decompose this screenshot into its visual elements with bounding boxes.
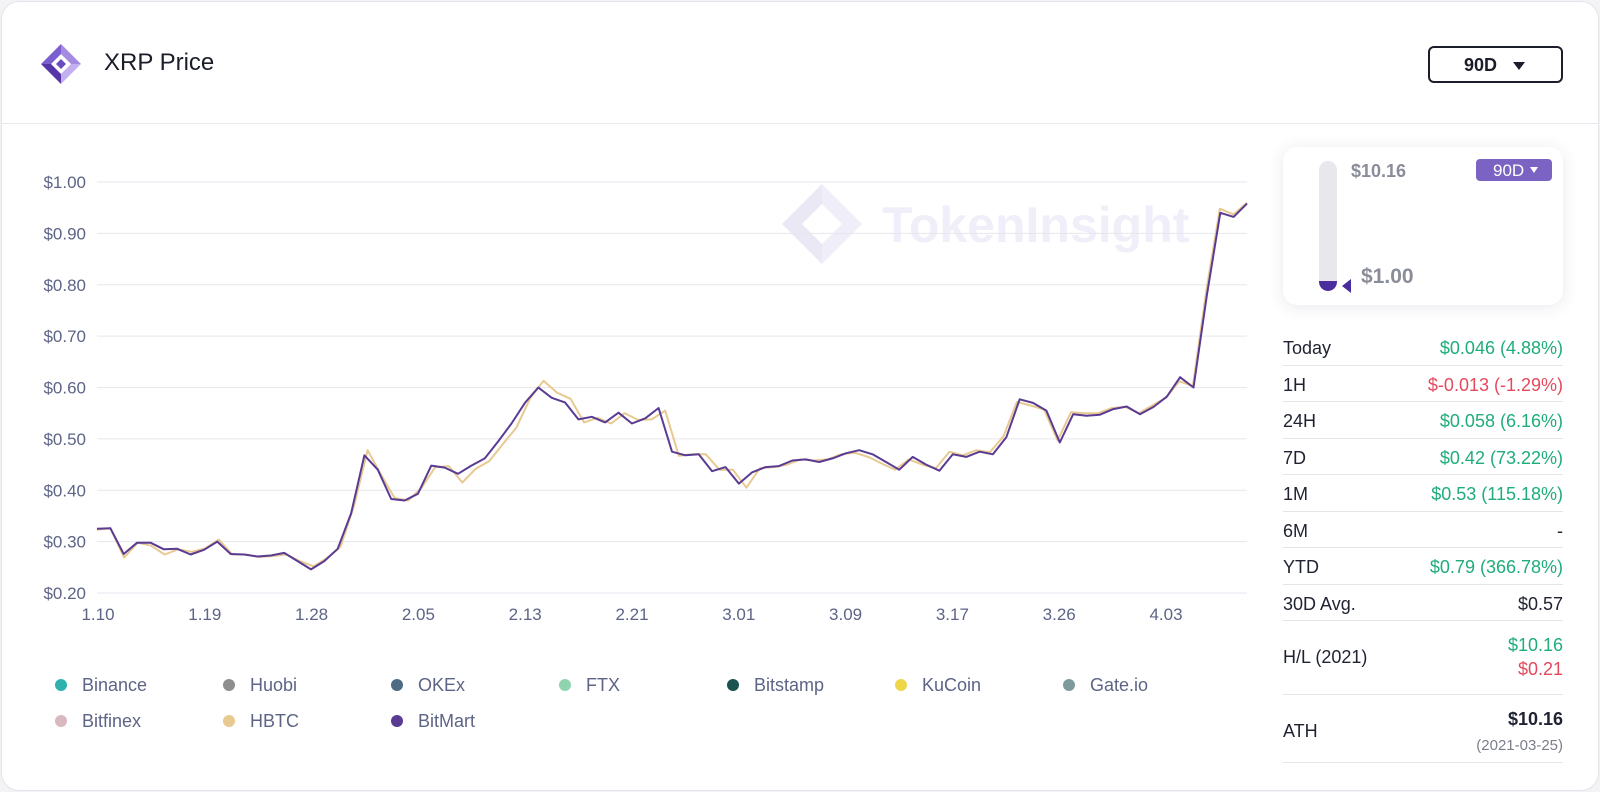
- stat-value: $0.53 (115.18%): [1431, 484, 1563, 504]
- legend-dot-icon: [391, 715, 403, 727]
- stat-label: H/L (2021): [1283, 647, 1368, 667]
- y-tick-label: $0.80: [43, 276, 86, 295]
- gauge-current-label: $1.00: [1361, 265, 1414, 288]
- legend-dot-icon: [223, 679, 235, 691]
- stat-value: $0.79 (366.78%): [1429, 557, 1563, 577]
- legend-dot-icon: [55, 715, 67, 727]
- x-tick-label: 1.10: [81, 605, 114, 624]
- y-tick-label: $0.60: [43, 379, 86, 398]
- stat-label: 1H: [1283, 374, 1307, 395]
- gauge-track: [1319, 161, 1337, 291]
- gauge-range-label: 90D: [1493, 161, 1525, 180]
- price-range-gauge: $10.16 $1.00 90D: [1283, 147, 1563, 305]
- legend-dot-icon: [895, 679, 907, 691]
- stat-row-high-low: H/L (2021) $10.16 $0.21: [1283, 621, 1563, 695]
- stat-ath-date: (2021-03-25): [1476, 737, 1563, 754]
- stat-row: 1H $-0.013 (-1.29%): [1283, 366, 1563, 402]
- x-tick-label: 1.19: [188, 605, 221, 624]
- stat-label: ATH: [1283, 721, 1318, 741]
- legend-label: Bitstamp: [754, 675, 825, 695]
- xrp-logo-icon: [41, 44, 81, 84]
- chart-lines: [96, 201, 1248, 571]
- stat-value: $0.42 (73.22%): [1439, 447, 1563, 468]
- gauge-range-button[interactable]: 90D: [1476, 159, 1552, 181]
- stat-row: YTD $0.79 (366.78%): [1283, 548, 1563, 585]
- stat-value: $0.57: [1517, 593, 1563, 614]
- gauge-fill: [1319, 280, 1337, 291]
- page-title: XRP Price: [104, 49, 215, 76]
- stat-label: 6M: [1283, 520, 1309, 541]
- x-tick-label: 3.01: [722, 605, 755, 624]
- stat-low-value: $0.21: [1517, 659, 1563, 679]
- legend-dot-icon: [1063, 679, 1075, 691]
- stat-row-ath: ATH $10.16 (2021-03-25): [1283, 695, 1563, 763]
- x-tick-label: 1.28: [295, 605, 328, 624]
- stat-value: -: [1557, 520, 1563, 541]
- legend-label: BitMart: [418, 711, 476, 731]
- y-tick-label: $0.90: [43, 224, 86, 243]
- legend-dot-icon: [391, 679, 403, 691]
- price-chart[interactable]: TokenInsight $0.20$0.30$0.40$0.50$0.60$0…: [2, 124, 1252, 664]
- stat-label: 24H: [1283, 411, 1317, 431]
- x-tick-label: 3.17: [936, 605, 969, 624]
- chevron-down-icon: [1513, 62, 1525, 70]
- x-tick-label: 2.05: [402, 605, 435, 624]
- series-line: [96, 202, 1248, 571]
- x-tick-label: 3.26: [1043, 605, 1076, 624]
- stat-row: 24H $0.058 (6.16%): [1283, 402, 1563, 439]
- gauge-pointer-icon: [1342, 278, 1351, 293]
- y-tick-label: $0.20: [43, 584, 86, 603]
- gauge-high-label: $10.16: [1351, 161, 1407, 181]
- stat-row: 6M -: [1283, 512, 1563, 548]
- stat-row: 30D Avg. $0.57: [1283, 585, 1563, 621]
- legend-dot-icon: [559, 679, 571, 691]
- legend-label: FTX: [586, 675, 620, 695]
- stat-label: 7D: [1283, 447, 1307, 468]
- x-tick-label: 2.21: [615, 605, 648, 624]
- stat-value: $-0.013 (-1.29%): [1427, 374, 1563, 395]
- chart-legend: Binance Huobi OKEx FTX Bitstamp KuCoin Gate.io…: [55, 674, 1255, 750]
- legend-label: HBTC: [250, 711, 299, 731]
- y-tick-label: $0.70: [43, 327, 86, 346]
- stat-row: Today $0.046 (4.88%): [1283, 329, 1563, 366]
- stat-label: 30D Avg.: [1283, 593, 1356, 614]
- stat-label: 1M: [1283, 484, 1309, 504]
- range-dropdown-button[interactable]: 90D: [1428, 46, 1563, 83]
- x-tick-label: 3.09: [829, 605, 862, 624]
- x-axis: 1.10 1.19 1.28 2.05 2.13 2.21 3.01 3.09 3.17 3.26…: [81, 605, 1182, 624]
- y-tick-label: $0.30: [43, 533, 86, 552]
- series-line: [96, 201, 1248, 568]
- stat-row: 7D $0.42 (73.22%): [1283, 439, 1563, 475]
- legend-label: Huobi: [250, 675, 298, 695]
- y-tick-label: $1.00: [43, 173, 86, 192]
- stat-label: YTD: [1283, 557, 1319, 577]
- stat-ath-value: $10.16: [1507, 709, 1563, 729]
- y-axis: $0.20 $0.30 $0.40 $0.50 $0.60 $0.70 $0.80 $0.90…: [43, 173, 86, 603]
- legend-label: Gate.io: [1090, 675, 1149, 695]
- stat-value: $0.058 (6.16%): [1439, 411, 1563, 431]
- stat-row: 1M $0.53 (115.18%): [1283, 475, 1563, 512]
- stats-table: Today $0.046 (4.88%) 1H $-0.013 (-1.29%) 24H…: [1283, 329, 1563, 763]
- x-tick-label: 4.03: [1149, 605, 1182, 624]
- y-tick-label: $0.40: [43, 481, 86, 500]
- chevron-down-icon: [1530, 167, 1538, 173]
- chart-grid: [97, 181, 1247, 594]
- legend-label: OKEx: [418, 675, 466, 695]
- legend-label: KuCoin: [922, 675, 982, 695]
- watermark-text: TokenInsight: [882, 197, 1190, 253]
- x-tick-label: 2.13: [509, 605, 542, 624]
- stat-high-value: $10.16: [1507, 635, 1563, 655]
- legend-dot-icon: [55, 679, 67, 691]
- stat-value: $0.046 (4.88%): [1439, 338, 1563, 358]
- legend-label: Binance: [82, 675, 148, 695]
- watermark: TokenInsight: [782, 184, 1190, 264]
- range-dropdown-label: 90D: [1464, 55, 1498, 75]
- legend-label: Bitfinex: [82, 711, 142, 731]
- legend-dot-icon: [727, 679, 739, 691]
- legend-dot-icon: [223, 715, 235, 727]
- stat-label: Today: [1283, 338, 1332, 358]
- card-header: XRP Price 90D: [2, 2, 1598, 124]
- y-tick-label: $0.50: [43, 430, 86, 449]
